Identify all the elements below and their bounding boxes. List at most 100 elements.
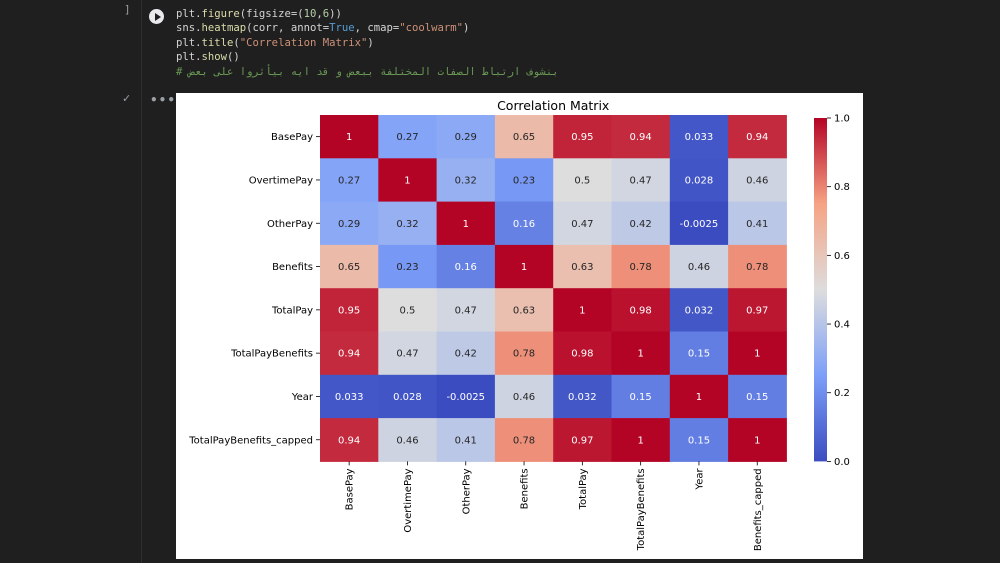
- cell-annotation: 0.41: [455, 435, 477, 446]
- cell-annotation: 1: [637, 349, 643, 360]
- cell-annotation: 0.78: [513, 349, 535, 360]
- cell-annotation: 0.94: [338, 349, 360, 360]
- heatmap-cell: [494, 288, 554, 332]
- cell-annotation: 0.32: [455, 175, 477, 186]
- heatmap-cell: [553, 288, 612, 332]
- cell-annotation: 0.028: [393, 392, 422, 403]
- cell-annotation: 0.27: [338, 175, 360, 186]
- cell-annotation: 1: [637, 435, 643, 446]
- heatmap-cell: [611, 374, 671, 419]
- heatmap-cell: [728, 115, 787, 159]
- heatmap-cell: [669, 158, 729, 203]
- x-tick-label: OvertimePay: [403, 468, 414, 532]
- cell-annotation: 0.29: [455, 132, 477, 143]
- heatmap-cell: [378, 115, 438, 159]
- cell-annotation: 1: [696, 392, 702, 403]
- cell-annotation: 0.15: [688, 435, 710, 446]
- cell-annotation: 0.65: [338, 262, 360, 273]
- heatmap-cell: [494, 331, 554, 376]
- x-tick-label: Benefits_capped: [753, 468, 764, 551]
- heatmap-cell: [378, 288, 438, 332]
- y-tick-label: Benefits: [272, 262, 313, 273]
- run-cell-button[interactable]: [149, 9, 164, 24]
- code-line-1: plt.figure(figsize=(10,6)): [176, 8, 342, 20]
- cell-annotation: 1: [521, 262, 527, 273]
- cell-annotation: 1: [579, 305, 585, 316]
- heatmap-cell: [378, 418, 438, 462]
- cell-annotation: 0.63: [513, 305, 535, 316]
- cell-annotation: 0.98: [571, 349, 593, 360]
- heatmap-cell: [669, 201, 729, 246]
- gutter-divider: [141, 0, 142, 563]
- heatmap-cell: [378, 331, 438, 376]
- cell-annotation: 0.78: [630, 262, 652, 273]
- cell-annotation: 0.63: [571, 262, 593, 273]
- cell-annotation: 0.97: [571, 435, 593, 446]
- heatmap-cell: [494, 115, 554, 159]
- heatmap-cell: [669, 331, 729, 376]
- heatmap-cell: [436, 418, 496, 462]
- colorbar-tick-label: 0.2: [834, 388, 850, 399]
- cell-annotation: 0.16: [455, 262, 477, 273]
- cell-annotation: 0.15: [630, 392, 652, 403]
- cell-annotation: 0.5: [574, 175, 590, 186]
- x-tick-label: Year: [694, 468, 705, 491]
- cell-annotation: 0.65: [513, 132, 535, 143]
- heatmap-cell: [378, 158, 438, 203]
- heatmap-cell: [611, 288, 671, 332]
- heatmap-cell: [436, 331, 496, 376]
- heatmap-cell: [436, 158, 496, 203]
- cell-annotation: 0.15: [688, 349, 710, 360]
- heatmap-cell: [494, 244, 554, 289]
- cell-annotation: -0.0025: [680, 219, 719, 230]
- colorbar-tick-label: 0.6: [834, 251, 850, 262]
- cell-output: Correlation Matrix 1 0.27 0.29 0.65 0.95 0.94 0…: [176, 93, 863, 559]
- heatmap-cell: [320, 418, 379, 462]
- colorbar-tick-label: 0.0: [834, 457, 850, 468]
- x-tick-label: OtherPay: [461, 468, 472, 514]
- heatmap-cell: [436, 244, 496, 289]
- x-tick-label: Benefits: [520, 468, 531, 509]
- code-editor[interactable]: plt.figure(figsize=(10,6)) sns.heatmap(c…: [176, 7, 559, 79]
- cell-annotation: 0.47: [630, 175, 652, 186]
- colorbar-tick-label: 0.8: [834, 182, 850, 193]
- heatmap-cell: [728, 331, 787, 376]
- cell-annotation: 0.42: [455, 349, 477, 360]
- heatmap-cell: [611, 115, 671, 159]
- chart-title: Correlation Matrix: [497, 98, 609, 113]
- heatmap-cell: [728, 418, 787, 462]
- cell-annotation: 0.95: [571, 132, 593, 143]
- heatmap-cell: [728, 201, 787, 246]
- cell-annotation: 0.032: [685, 305, 714, 316]
- colorbar: [814, 118, 827, 462]
- cell-annotation: 0.78: [746, 262, 768, 273]
- cell-annotation: 0.47: [396, 349, 418, 360]
- cell-annotation: 0.033: [685, 132, 714, 143]
- cell-annotation: 0.32: [396, 219, 418, 230]
- code-line-3: plt.title("Correlation Matrix"): [176, 36, 374, 49]
- cell-annotation: 0.29: [338, 219, 360, 230]
- heatmap-cell: [553, 244, 612, 289]
- cell-annotation: 0.95: [338, 305, 360, 316]
- correlation-heatmap: Correlation Matrix 1 0.27 0.29 0.65 0.95 0.94 0…: [188, 98, 850, 551]
- heatmap-cell: [553, 201, 612, 246]
- colorbar-tick-label: 0.4: [834, 320, 850, 331]
- heatmap-cell: [669, 374, 729, 419]
- heatmap-cell: [611, 418, 671, 462]
- cell-annotation: 0.032: [568, 392, 597, 403]
- y-tick-label: TotalPayBenefits: [230, 349, 313, 360]
- output-menu-button[interactable]: •••: [150, 93, 177, 107]
- heatmap-cell: [494, 374, 554, 419]
- cell-annotation: 0.27: [396, 132, 418, 143]
- cell-annotation: 0.98: [630, 305, 652, 316]
- cell-annotation: 0.15: [746, 392, 768, 403]
- x-tick-label: TotalPayBenefits: [636, 468, 647, 551]
- heatmap-cell: [669, 288, 729, 332]
- heatmap-cell: [728, 244, 787, 289]
- colorbar-tick-label: 1.0: [834, 114, 850, 125]
- heatmap-cell: [320, 331, 379, 376]
- heatmap-cell: [378, 201, 438, 246]
- y-tick-label: Year: [291, 392, 314, 403]
- play-icon: [154, 12, 161, 21]
- cell-annotation: 0.97: [746, 305, 768, 316]
